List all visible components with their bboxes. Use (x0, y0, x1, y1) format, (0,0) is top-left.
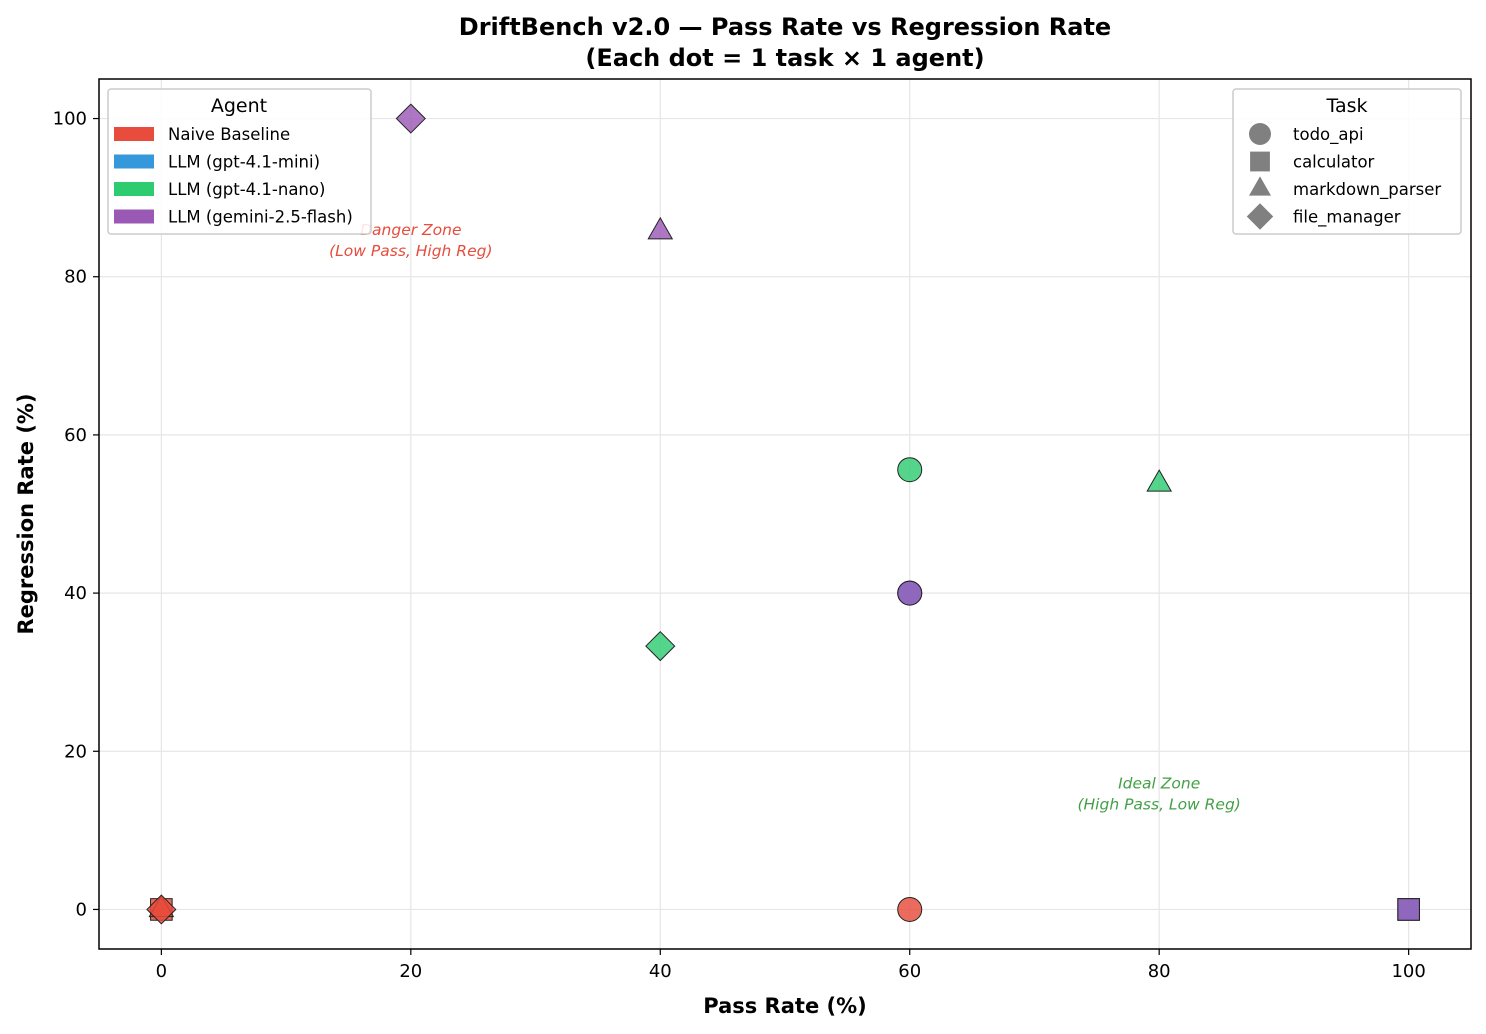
task-legend-label: todo_api (1293, 125, 1364, 145)
y-tick-label: 40 (64, 583, 87, 604)
agent-legend: Agent Naive Baseline LLM (gpt-4.1-mini) LL… (107, 88, 372, 235)
task-legend-label: markdown_parser (1293, 180, 1441, 200)
agent-legend-label: LLM (gemini-2.5-flash) (168, 208, 353, 227)
agent-legend-label: LLM (gpt-4.1-nano) (168, 180, 325, 199)
point-triangle-markdown-parser (647, 216, 674, 240)
agent-legend-swatch (114, 127, 154, 141)
task-legend-marker-square (1250, 151, 1270, 172)
x-tick-label: 80 (1148, 961, 1171, 982)
task-legend-box (1232, 88, 1462, 235)
y-tick-label: 100 (53, 109, 87, 130)
task-legend-label: calculator (1293, 153, 1375, 172)
zone-annotation-subtitle: (High Pass, Low Reg) (1077, 796, 1240, 814)
zone-annotations: Danger Zone (Low Pass, High Reg) Ideal Zon… (329, 221, 1241, 814)
zone-annotation-subtitle: (Low Pass, High Reg) (329, 242, 492, 260)
agent-legend-swatch (114, 209, 154, 224)
task-legend-title: Task (1325, 95, 1367, 117)
chart-title-line-1: DriftBench v2.0 — Pass Rate vs Regressio… (459, 13, 1111, 41)
point-diamond-file-manager (645, 630, 676, 662)
point-diamond-file-manager (395, 103, 426, 134)
x-tick-label: 40 (649, 961, 672, 982)
point-triangle-markdown-parser (1146, 469, 1173, 492)
x-tick-label: 20 (399, 961, 422, 982)
y-tick-label: 80 (64, 267, 87, 288)
data-points (146, 103, 1420, 925)
zone-annotation-title: Ideal Zone (1118, 775, 1200, 793)
y-tick-label: 60 (64, 425, 87, 446)
point-square-calculator (1397, 898, 1420, 921)
chart-title-line-2: (Each dot = 1 task × 1 agent) (585, 44, 984, 72)
x-tick-label: 0 (156, 961, 167, 982)
point-diamond-file-manager (146, 894, 177, 925)
task-legend-label: file_manager (1293, 208, 1401, 228)
agent-legend-title: Agent (211, 95, 267, 117)
point-circle-todo-api (897, 896, 923, 922)
agent-legend-swatch (114, 182, 154, 196)
agent-legend-label: LLM (gpt-4.1-mini) (168, 153, 320, 172)
x-tick-label: 100 (1391, 961, 1425, 982)
zone-annotation-title: Danger Zone (360, 221, 461, 239)
task-legend-marker-circle (1249, 123, 1271, 145)
point-circle-todo-api (897, 580, 923, 606)
y-tick-label: 0 (76, 899, 87, 920)
x-tick-label: 60 (898, 961, 921, 982)
task-legend-marker-triangle (1249, 176, 1271, 196)
x-axis-label: Pass Rate (%) (703, 994, 866, 1018)
agent-legend-box (107, 88, 372, 235)
axis-ticks: 0 20 40 60 80 100 0 20 40 60 80 100 (53, 109, 1426, 982)
agent-legend-label: Naive Baseline (168, 125, 290, 144)
plot-frame (98, 78, 1472, 950)
agent-legend-swatch (114, 154, 154, 169)
point-circle-todo-api (897, 457, 923, 483)
task-legend: Task todo_api calculator markdown_parserfi… (1232, 88, 1462, 235)
task-legend-marker-diamond (1246, 203, 1274, 230)
y-axis-label: Regression Rate (%) (14, 393, 38, 634)
y-tick-label: 20 (64, 741, 87, 762)
